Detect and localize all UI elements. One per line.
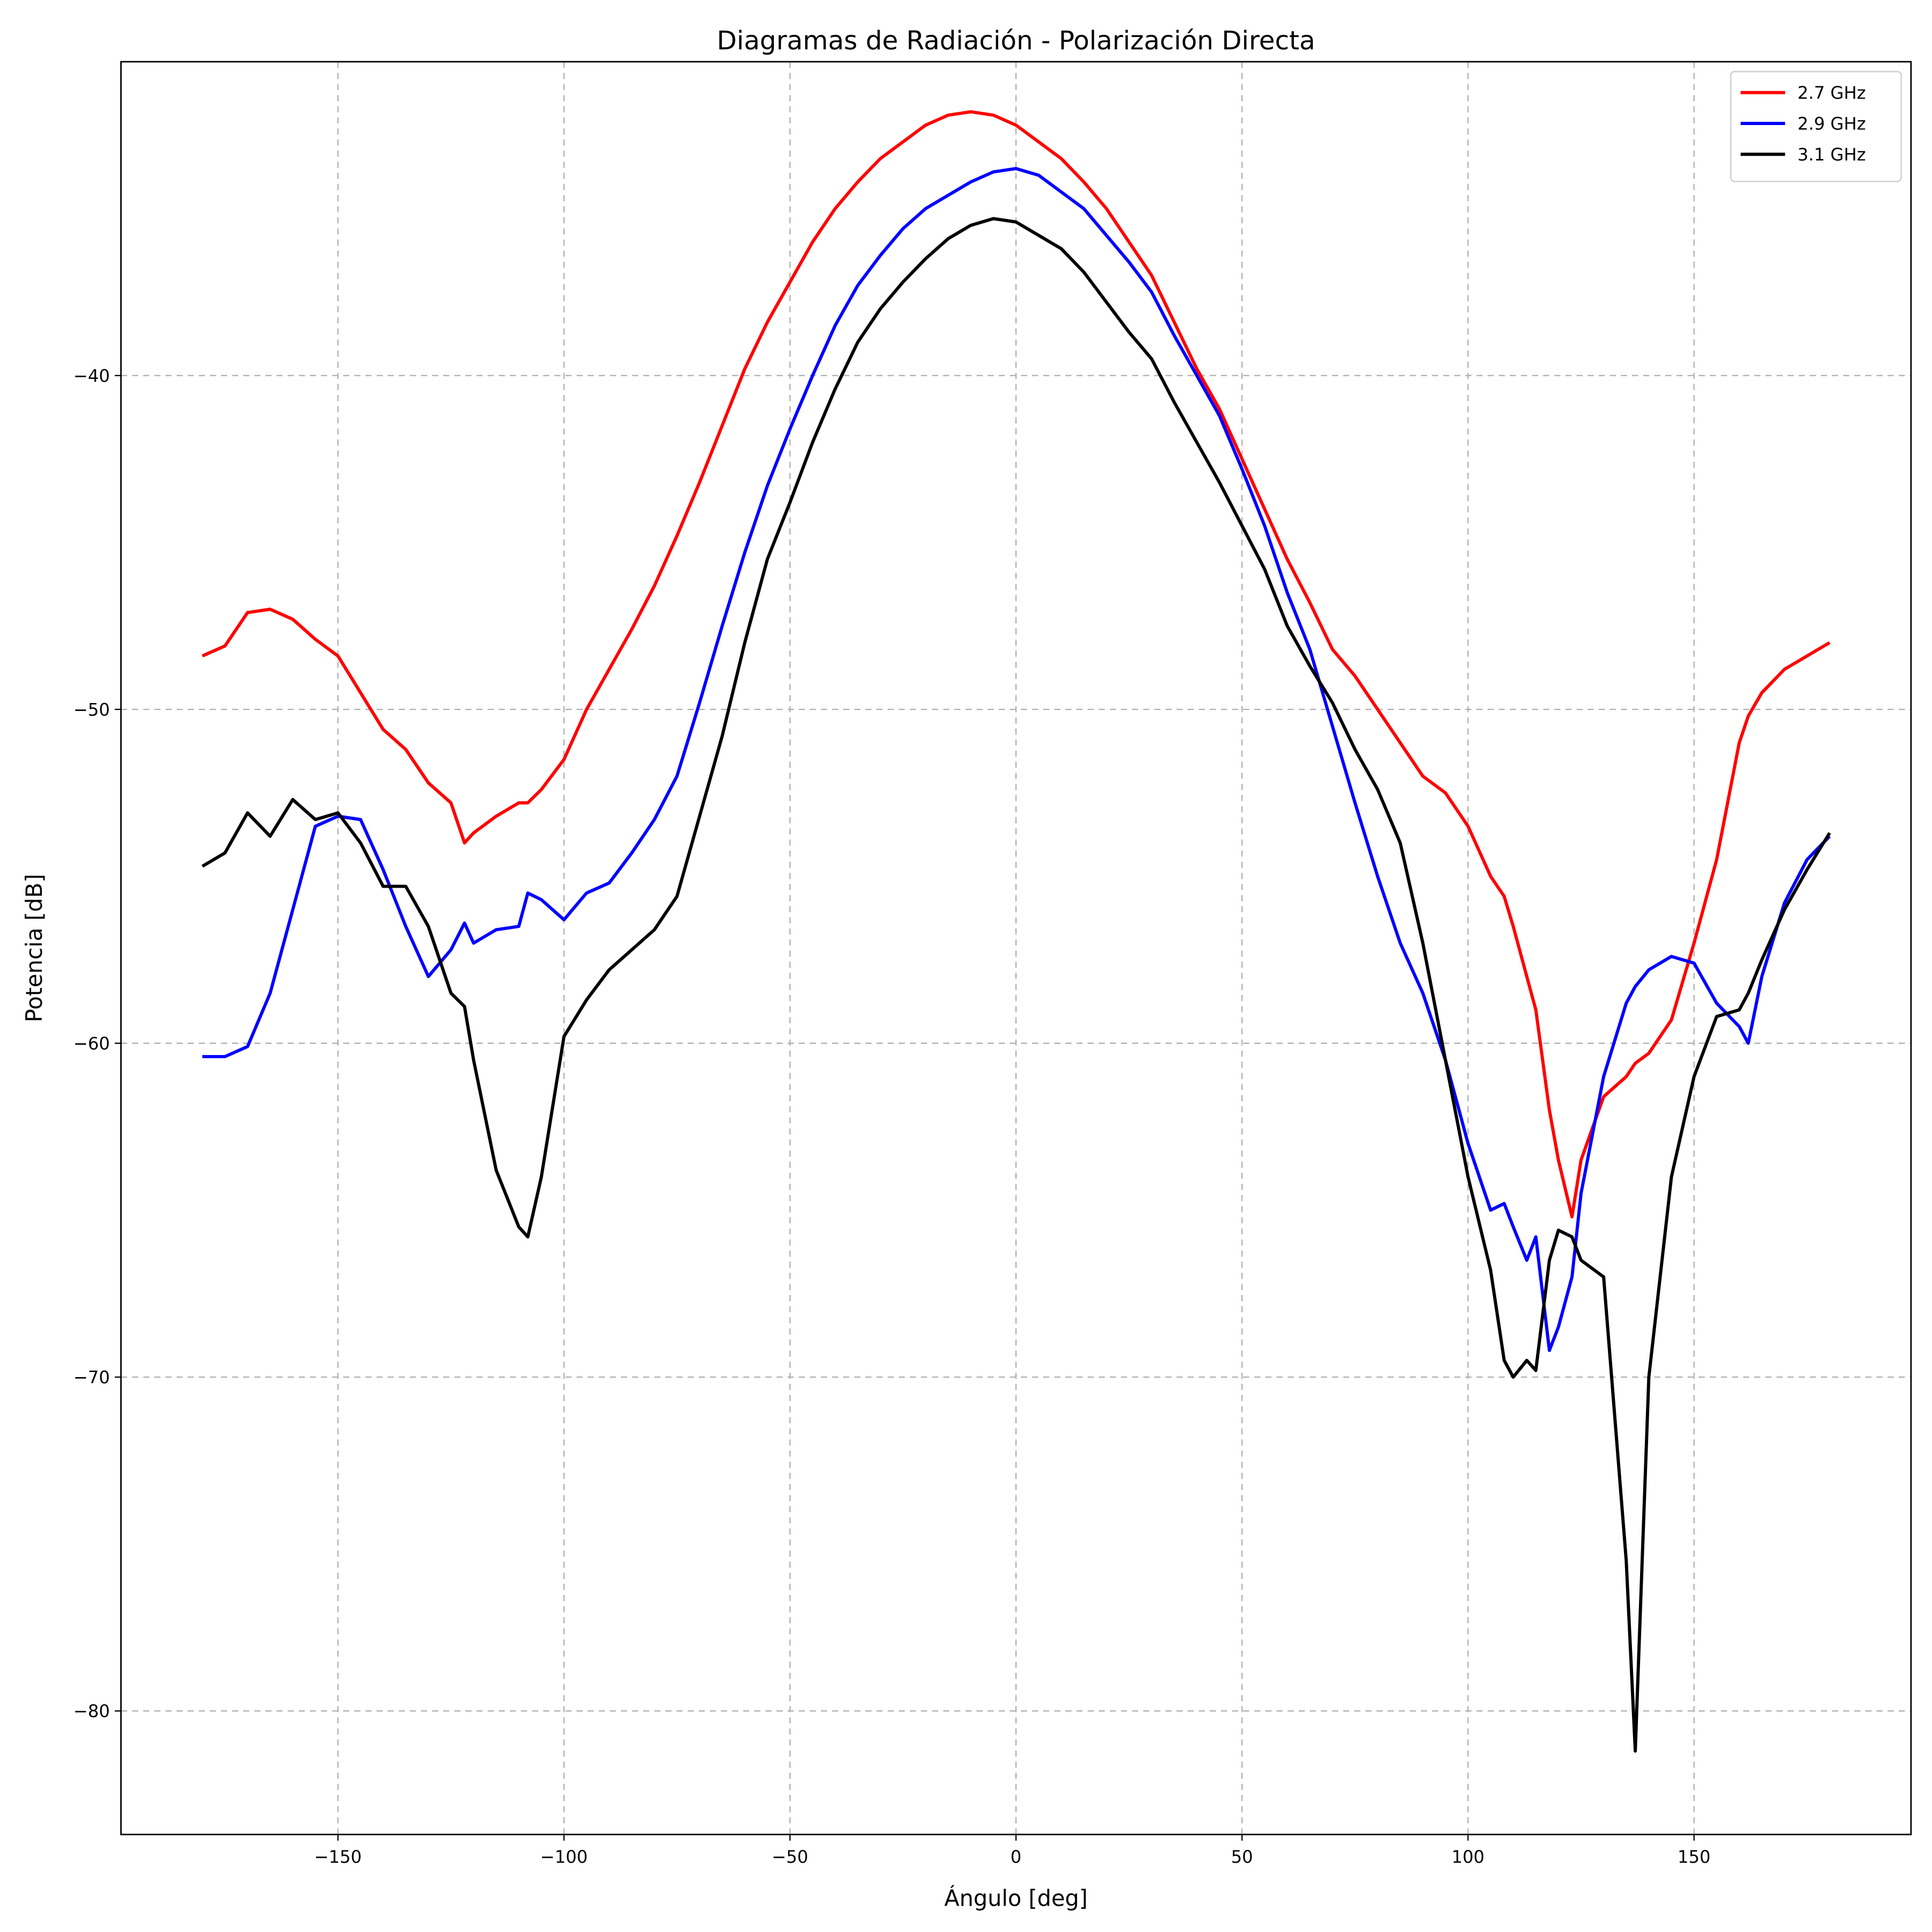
- x-tick-label: 150: [1678, 1847, 1710, 1867]
- x-axis-label: Ángulo [deg]: [944, 1886, 1087, 1912]
- legend-label: 2.7 GHz: [1797, 83, 1865, 103]
- y-tick-label: −80: [74, 1701, 110, 1722]
- x-tick-label: 0: [1011, 1847, 1021, 1867]
- y-tick-label: −70: [74, 1367, 110, 1388]
- x-tick-label: 100: [1452, 1847, 1484, 1867]
- y-tick-label: −50: [74, 699, 110, 720]
- legend-label: 2.9 GHz: [1797, 114, 1865, 134]
- x-tick-label: −100: [540, 1847, 588, 1867]
- legend: 2.7 GHz 2.9 GHz 3.1 GHz: [1730, 71, 1902, 182]
- plot-frame: [120, 61, 1912, 1835]
- data-line: [201, 110, 1831, 1219]
- y-axis-label: Potencia [dB]: [21, 874, 47, 1022]
- x-tick-label: −50: [772, 1847, 808, 1867]
- legend-label: 3.1 GHz: [1797, 144, 1865, 165]
- data-line: [202, 167, 1831, 1352]
- chart-title: Diagramas de Radiación - Polarización Di…: [717, 26, 1315, 56]
- x-tick-label: −150: [314, 1847, 362, 1867]
- data-line: [201, 217, 1831, 1753]
- x-tick-label: 50: [1231, 1847, 1253, 1867]
- y-tick-label: −60: [74, 1033, 110, 1053]
- y-tick-label: −40: [74, 365, 110, 386]
